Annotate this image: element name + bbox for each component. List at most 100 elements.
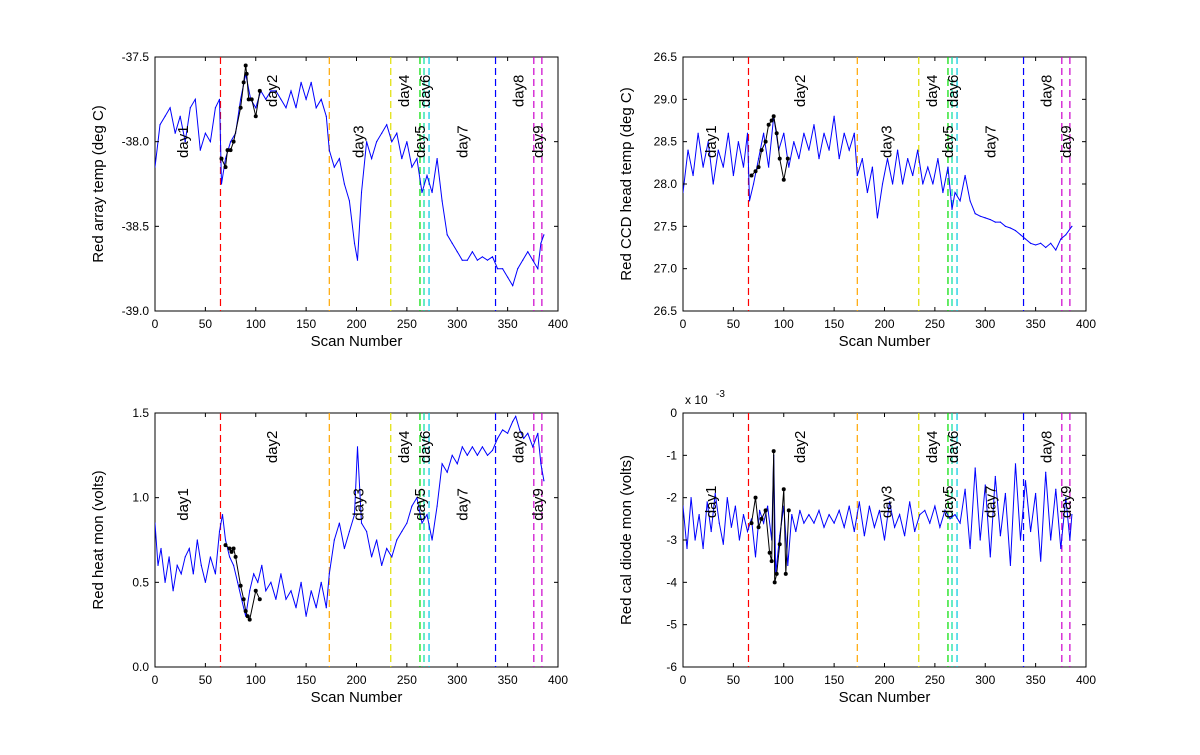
day-label-day9: day9 bbox=[1058, 486, 1075, 519]
x-tick-label: 50 bbox=[199, 673, 213, 687]
data-point bbox=[843, 132, 845, 134]
data-point bbox=[466, 259, 468, 261]
y-tick-label: -2 bbox=[666, 491, 677, 505]
y-tick-label: 1.0 bbox=[132, 491, 149, 505]
exponent-power: -3 bbox=[716, 389, 725, 400]
data-point bbox=[476, 454, 478, 456]
data-point bbox=[823, 132, 825, 134]
data-point bbox=[214, 573, 217, 575]
data-point bbox=[722, 166, 724, 168]
data-point bbox=[348, 200, 351, 202]
data-point bbox=[838, 158, 840, 160]
data-point bbox=[343, 547, 346, 550]
x-tick-label: 300 bbox=[975, 317, 995, 331]
data-point bbox=[848, 149, 850, 151]
data-point bbox=[491, 256, 494, 258]
data-point bbox=[381, 564, 383, 567]
data-point bbox=[265, 590, 267, 592]
data-point bbox=[512, 420, 514, 423]
data-point bbox=[411, 166, 413, 168]
data-point bbox=[325, 115, 327, 117]
data-point bbox=[999, 535, 1001, 537]
data-point bbox=[218, 530, 221, 533]
series-line bbox=[683, 116, 1073, 251]
data-point bbox=[441, 463, 443, 465]
data-point bbox=[396, 539, 398, 541]
data-point bbox=[767, 505, 769, 507]
data-point bbox=[974, 213, 976, 215]
x-axis-label: Scan Number bbox=[311, 689, 403, 706]
data-point bbox=[451, 454, 453, 456]
data-point bbox=[386, 547, 388, 550]
panel-1: 0 50 100 150 200 250 300 350 400 -39.0 -38.5 -38.0 -… bbox=[90, 50, 568, 350]
data-point bbox=[927, 166, 929, 168]
data-point bbox=[406, 522, 408, 524]
plot-area bbox=[683, 57, 1073, 311]
data-point bbox=[871, 166, 874, 168]
marker-point bbox=[767, 550, 772, 555]
marker-point bbox=[219, 156, 224, 161]
data-point bbox=[687, 149, 689, 151]
data-point bbox=[512, 285, 514, 287]
data-point bbox=[843, 526, 845, 528]
data-point bbox=[456, 251, 458, 253]
data-point bbox=[999, 221, 1001, 223]
day-label-day6: day6 bbox=[945, 431, 962, 464]
data-point bbox=[209, 556, 212, 558]
day-label-day4: day4 bbox=[924, 75, 941, 108]
data-point bbox=[189, 107, 191, 109]
data-point bbox=[406, 141, 408, 143]
x-tick-label: 200 bbox=[346, 673, 366, 687]
x-tick-label: 350 bbox=[498, 317, 518, 331]
data-point bbox=[1071, 514, 1073, 516]
data-point bbox=[310, 81, 312, 83]
data-point bbox=[1009, 564, 1012, 567]
data-point bbox=[727, 132, 729, 134]
data-point bbox=[192, 573, 194, 575]
data-point bbox=[1009, 227, 1012, 229]
data-point bbox=[325, 607, 327, 609]
data-point bbox=[172, 590, 174, 592]
x-tick-label: 150 bbox=[296, 673, 316, 687]
day-label-day5: day5 bbox=[940, 125, 957, 158]
day-label-day1: day1 bbox=[175, 488, 192, 521]
data-point bbox=[813, 522, 815, 524]
data-point bbox=[436, 505, 438, 507]
marker-point bbox=[244, 71, 249, 76]
data-point bbox=[179, 115, 181, 117]
marker-point bbox=[749, 173, 754, 178]
data-point bbox=[863, 535, 865, 537]
marker-point bbox=[243, 609, 248, 614]
data-point bbox=[416, 158, 418, 160]
data-point bbox=[866, 191, 868, 194]
data-point bbox=[818, 509, 820, 511]
x-tick-label: 100 bbox=[246, 317, 266, 331]
data-point bbox=[315, 607, 317, 609]
data-point bbox=[376, 141, 378, 143]
x-tick-label: 300 bbox=[975, 673, 995, 687]
data-point bbox=[848, 505, 850, 507]
data-point bbox=[1019, 539, 1022, 541]
data-point bbox=[386, 124, 388, 126]
data-point bbox=[994, 221, 996, 223]
data-point bbox=[328, 573, 330, 575]
data-point bbox=[486, 259, 489, 261]
marker-point bbox=[241, 80, 246, 85]
data-point bbox=[411, 505, 413, 507]
data-point bbox=[426, 514, 428, 516]
y-tick-label: 28.5 bbox=[654, 135, 678, 149]
y-tick-label: 26.5 bbox=[654, 304, 678, 318]
data-point bbox=[803, 132, 805, 134]
data-point bbox=[214, 107, 217, 109]
x-tick-label: 300 bbox=[447, 673, 467, 687]
marker-point bbox=[253, 588, 258, 593]
marker-point bbox=[231, 546, 236, 551]
day-label-day8: day8 bbox=[1039, 75, 1056, 108]
data-point bbox=[1040, 560, 1042, 562]
data-point bbox=[224, 158, 227, 160]
data-point bbox=[532, 259, 534, 261]
data-point bbox=[517, 268, 519, 270]
marker-point bbox=[247, 617, 252, 622]
marker-point bbox=[759, 148, 764, 153]
